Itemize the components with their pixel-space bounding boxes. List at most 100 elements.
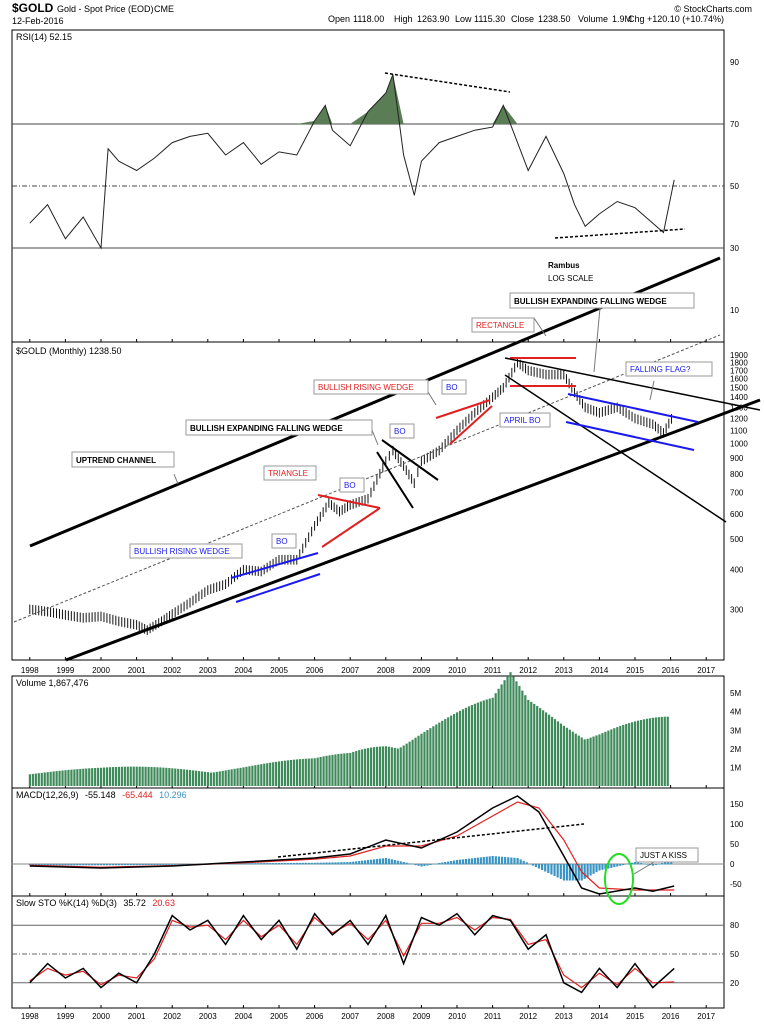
red-rising-wedge-upper (435, 399, 491, 419)
macd-histogram-bar (102, 864, 106, 866)
macd-histogram-bar (242, 863, 245, 865)
macd-histogram-bar (251, 863, 254, 865)
bef-wedge-line1 (376, 451, 414, 509)
macd-histogram-bar (461, 859, 465, 865)
macd-histogram-bar (141, 864, 144, 866)
volume-bar (604, 731, 607, 786)
uptrend-channel-lower (65, 398, 761, 662)
rsi-high-trendline (384, 72, 511, 93)
macd-histogram-bar (497, 856, 501, 865)
volume-bar (28, 774, 31, 786)
volume-bar (91, 768, 94, 786)
volume-tick-label: 4M (730, 708, 741, 717)
volume-bar (49, 771, 52, 786)
volume-bar (648, 718, 652, 786)
macd-histogram-bar (49, 864, 52, 866)
x-tick-label-top: 2008 (377, 666, 395, 675)
macd-histogram-bar (79, 864, 82, 866)
kiss-label: JUST A KISS (640, 851, 687, 860)
volume-bar (310, 758, 313, 786)
volume-bar (411, 739, 414, 786)
macd-histogram-bar (540, 864, 544, 870)
macd-histogram-bar (399, 861, 402, 865)
macd-histogram-bar (375, 859, 379, 865)
macd-histogram-bar (126, 864, 129, 866)
macd-histogram-bar (613, 864, 616, 868)
macd-histogram-bar (507, 857, 510, 865)
volume-bar (562, 725, 565, 786)
macd-histogram-bar (260, 863, 263, 865)
rsi-tick-label: 70 (730, 120, 739, 129)
macd-histogram-bar (120, 864, 123, 866)
macd-histogram-bar (298, 862, 301, 865)
volume-bar (381, 746, 385, 786)
volume-bar (239, 767, 242, 786)
red-wedge-label: BULLISH RISING WEDGE (318, 383, 414, 392)
annotation-lines (13, 72, 761, 905)
x-tick-label-top: 2001 (128, 666, 146, 675)
x-tick-label-top: 2002 (163, 666, 181, 675)
volume-bar (34, 773, 37, 786)
rsi-tick-label: 50 (730, 182, 739, 191)
volume-bar (251, 765, 254, 786)
volume-bar (218, 771, 221, 786)
chg-label: Chg (628, 14, 645, 24)
macd-histogram-bar (513, 857, 516, 865)
macd-histogram-bar (592, 864, 595, 874)
macd-histogram-bar (586, 864, 589, 878)
macd-series: -50 0 50 100 150 (12, 795, 744, 895)
red-wedge-box (313, 379, 429, 395)
x-tick-label-top: 2005 (270, 666, 288, 675)
macd-histogram-bar (159, 864, 162, 865)
macd-histogram-bar (58, 864, 61, 866)
volume-bar (426, 729, 429, 786)
macd-histogram-bar (619, 864, 622, 866)
volume-bar (168, 768, 171, 786)
macd-histogram-bar (642, 863, 646, 865)
macd-histogram-bar (429, 864, 432, 865)
sto-tick-label: 50 (730, 950, 739, 959)
volume-bar (456, 712, 459, 786)
volume-bar (545, 712, 548, 786)
falling-flag-box (625, 361, 713, 377)
macd-histogram-bar (283, 862, 287, 865)
volume-bar (369, 747, 373, 786)
price-tick-label: 1100 (730, 426, 748, 435)
macd-histogram-bar (286, 862, 290, 865)
macd-histogram-bar (522, 860, 525, 865)
macd-histogram-bar (458, 859, 462, 865)
macd-histogram-bar (367, 860, 370, 865)
x-tick-label-top: 2012 (519, 666, 537, 675)
macd-histogram-bar (331, 862, 334, 865)
macd-histogram-bar (313, 862, 316, 865)
x-tick-label-top: 1998 (21, 666, 39, 675)
rsi-low-trendline (554, 228, 686, 239)
macd-histogram-bar (310, 862, 313, 865)
macd-histogram-bar (150, 864, 153, 866)
volume-bar (634, 721, 637, 786)
volume-bar (533, 703, 536, 786)
macd-histogram-bar (174, 864, 177, 865)
x-tick-label-top: 2010 (448, 666, 466, 675)
macd-histogram-bar (349, 862, 352, 865)
price-tick-label: 1600 (730, 375, 748, 384)
volume-bar (464, 707, 468, 786)
volume-bar (571, 731, 574, 786)
macd-histogram-bar (76, 864, 79, 866)
volume-bar (423, 731, 426, 786)
volume-bar (189, 770, 192, 786)
macd-histogram-bar (467, 858, 471, 865)
chart-exchange: CME (154, 4, 174, 14)
annotation-labels: Rambus LOG SCALE BULLISH EXPANDING FALLI… (71, 261, 713, 863)
macd-histogram-bar (519, 859, 522, 865)
price-tick-label: 1900 (730, 351, 748, 360)
x-tick-label-top: 2006 (306, 666, 324, 675)
volume-bar (123, 766, 126, 786)
macd-histogram-bar (352, 861, 355, 865)
macd-histogram-bar (639, 863, 643, 865)
volume-bar (254, 765, 257, 786)
volume-bar (194, 770, 198, 786)
macd-histogram-bar (381, 858, 385, 865)
macd-histogram-bar (553, 864, 556, 876)
volume-bar (349, 752, 352, 786)
